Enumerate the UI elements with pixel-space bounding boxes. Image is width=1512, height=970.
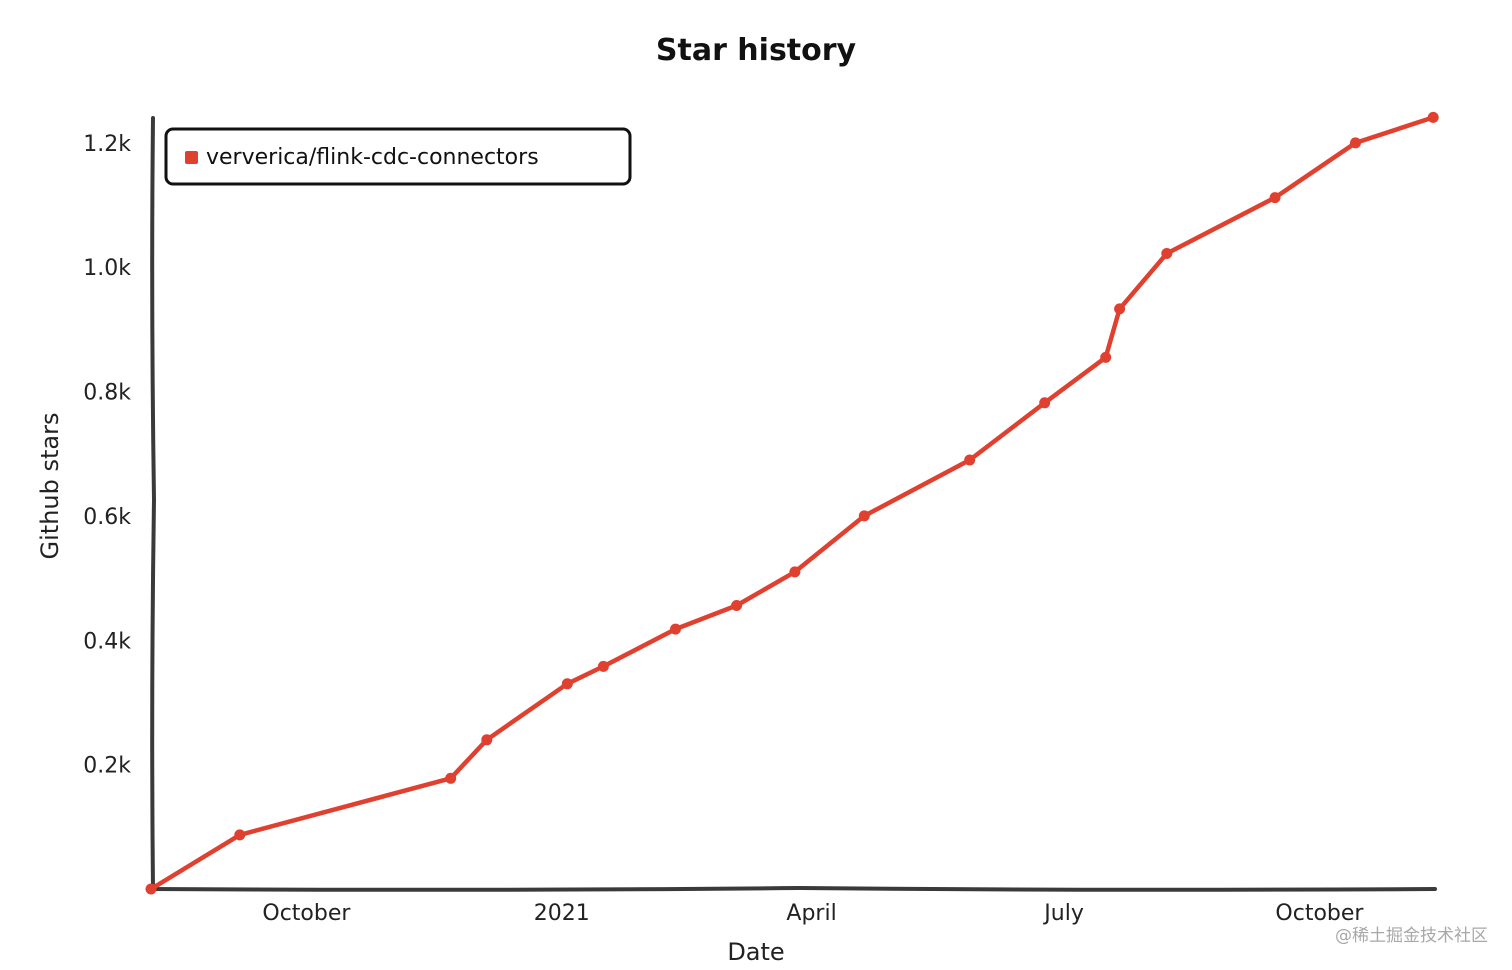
data-point [234, 829, 246, 841]
x-axis-label: Date [727, 938, 784, 966]
y-tick-label: 0.4k [83, 629, 131, 654]
x-axis-line [148, 885, 1437, 892]
legend-label: ververica/flink-cdc-connectors [206, 145, 539, 170]
data-point [858, 510, 870, 522]
legend-swatch [185, 151, 198, 164]
data-point [481, 734, 493, 746]
data-point [670, 623, 681, 635]
data-point [964, 454, 976, 466]
data-point [1427, 111, 1439, 123]
x-tick-label: July [1042, 901, 1084, 926]
series-line [148, 115, 1436, 892]
data-point [1039, 397, 1051, 409]
data-point [731, 600, 743, 611]
y-tick-labels: 0.2k 0.4k 0.6k 0.8k 1.0k 1.2k [83, 132, 131, 779]
axes [148, 116, 1437, 892]
y-tick-label: 0.2k [83, 754, 131, 779]
x-tick-label: 2021 [534, 901, 590, 926]
data-point [789, 566, 801, 578]
x-tick-labels: October 2021 April July October [262, 901, 1364, 926]
data-point [1161, 248, 1173, 259]
y-tick-label: 0.8k [83, 381, 131, 406]
x-tick-label: April [786, 901, 836, 926]
watermark: @稀土掘金技术社区 [1335, 926, 1488, 946]
data-point [1350, 137, 1361, 149]
data-point [1114, 303, 1126, 315]
data-point [445, 772, 457, 784]
y-tick-label: 1.2k [83, 132, 131, 157]
y-axis-line [150, 116, 157, 892]
legend-box [164, 127, 632, 186]
data-point [145, 883, 157, 895]
x-tick-label: October [262, 901, 351, 926]
chart-title: Star history [656, 33, 857, 68]
data-point [597, 660, 609, 672]
x-tick-label: October [1275, 901, 1364, 926]
series-layer [145, 111, 1439, 895]
data-point [1100, 351, 1112, 363]
y-tick-label: 0.6k [83, 505, 131, 530]
legend: ververica/flink-cdc-connectors [164, 127, 632, 186]
data-point [1269, 192, 1281, 204]
y-axis-label: Github stars [36, 413, 64, 560]
y-tick-label: 1.0k [83, 256, 131, 281]
data-point [561, 678, 573, 690]
